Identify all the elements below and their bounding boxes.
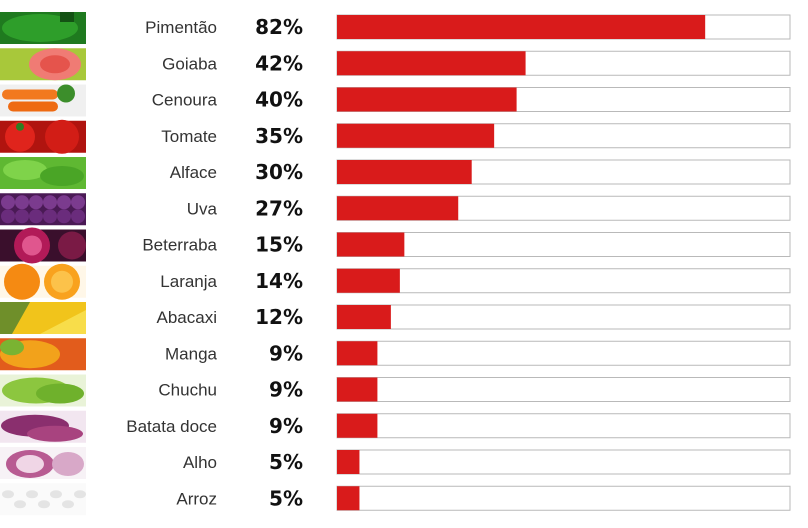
category-label: Alface bbox=[170, 163, 217, 182]
bar-track bbox=[336, 268, 791, 294]
category-label: Alho bbox=[183, 453, 217, 472]
bar bbox=[337, 450, 360, 474]
bar bbox=[337, 486, 360, 511]
bar bbox=[337, 305, 391, 329]
category-label: Arroz bbox=[176, 489, 217, 508]
sweet-potato-photo bbox=[0, 410, 86, 443]
tomato-photo bbox=[0, 119, 86, 154]
bar bbox=[337, 160, 472, 184]
guava-photo bbox=[0, 48, 86, 81]
value-label: 9% bbox=[269, 341, 303, 365]
value-label: 35% bbox=[255, 124, 303, 148]
pepper-photo bbox=[0, 12, 86, 44]
bar bbox=[337, 51, 526, 76]
category-label: Chuchu bbox=[158, 381, 217, 400]
bar-track bbox=[336, 449, 791, 475]
value-label: 12% bbox=[255, 305, 303, 329]
value-label: 82% bbox=[255, 15, 303, 39]
bar-track bbox=[336, 377, 791, 402]
category-label: Batata doce bbox=[126, 417, 217, 436]
bar bbox=[337, 123, 495, 148]
chayote-photo bbox=[0, 374, 86, 407]
category-label: Cenoura bbox=[152, 91, 218, 110]
beet-photo bbox=[0, 227, 86, 264]
rice-photo bbox=[0, 483, 86, 516]
value-label: 40% bbox=[255, 88, 303, 112]
category-label: Pimentão bbox=[145, 18, 217, 37]
pineapple-photo bbox=[0, 302, 86, 334]
value-label: 14% bbox=[255, 269, 303, 293]
bar bbox=[337, 413, 378, 438]
bar bbox=[337, 87, 517, 112]
category-label: Goiaba bbox=[162, 54, 217, 73]
category-label: Tomate bbox=[161, 127, 217, 146]
category-labels: Pimentão Goiaba Cenoura Tomate Alface Uva Bete… bbox=[126, 18, 217, 508]
grape-photo bbox=[0, 193, 86, 226]
lettuce-photo bbox=[0, 157, 86, 189]
bar-track bbox=[336, 232, 791, 257]
bar bbox=[337, 15, 706, 39]
category-label: Uva bbox=[187, 199, 218, 218]
bar bbox=[337, 196, 459, 221]
value-label: 15% bbox=[255, 233, 303, 257]
orange-photo bbox=[0, 263, 86, 300]
bar bbox=[337, 232, 405, 257]
bar bbox=[337, 377, 378, 402]
category-label: Beterraba bbox=[142, 236, 217, 255]
bar-track bbox=[336, 340, 791, 366]
value-label: 5% bbox=[269, 450, 303, 474]
value-label: 9% bbox=[269, 414, 303, 438]
bar-track bbox=[336, 485, 791, 511]
value-label: 42% bbox=[255, 51, 303, 75]
category-label: Laranja bbox=[160, 272, 217, 291]
value-label: 27% bbox=[255, 196, 303, 220]
food-photos bbox=[0, 12, 86, 516]
category-label: Abacaxi bbox=[157, 308, 217, 327]
bars bbox=[336, 14, 791, 511]
value-label: 9% bbox=[269, 378, 303, 402]
value-labels: 82% 42% 40% 35% 30% 27% 15% 14% 12% 9% 9% 9% 5% 5% bbox=[255, 15, 303, 510]
bar bbox=[337, 268, 400, 293]
category-label: Manga bbox=[165, 344, 218, 363]
bar bbox=[337, 341, 378, 366]
garlic-photo bbox=[0, 447, 86, 479]
bar-track bbox=[336, 413, 791, 439]
bar-track bbox=[336, 304, 791, 330]
mango-photo bbox=[0, 338, 86, 371]
value-label: 5% bbox=[269, 486, 303, 510]
carrot-photo bbox=[0, 84, 86, 117]
value-label: 30% bbox=[255, 160, 303, 184]
